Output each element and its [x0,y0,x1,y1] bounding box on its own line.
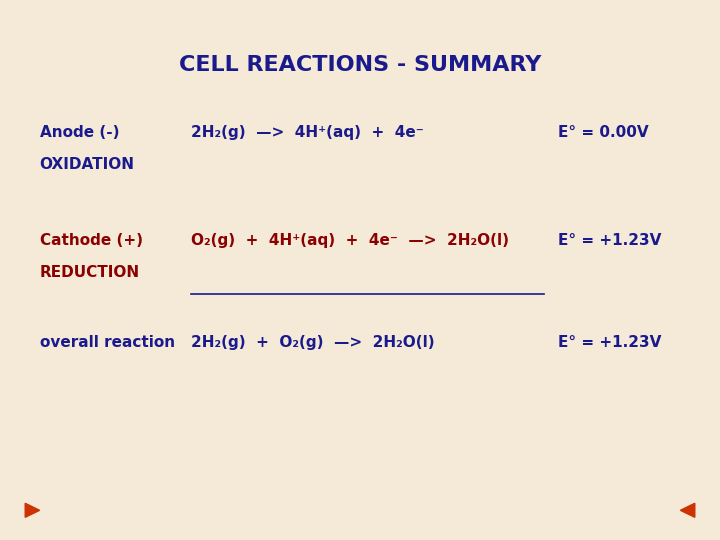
Text: REDUCTION: REDUCTION [40,265,140,280]
Polygon shape [25,503,40,517]
Text: Anode (-): Anode (-) [40,125,119,140]
Text: E° = 0.00V: E° = 0.00V [558,125,649,140]
Text: Cathode (+): Cathode (+) [40,233,143,248]
Text: 2H₂(g)  +  O₂(g)  —>  2H₂O(l): 2H₂(g) + O₂(g) —> 2H₂O(l) [191,335,434,350]
Text: O₂(g)  +  4H⁺(aq)  +  4e⁻  —>  2H₂O(l): O₂(g) + 4H⁺(aq) + 4e⁻ —> 2H₂O(l) [191,233,509,248]
Text: E° = +1.23V: E° = +1.23V [558,233,662,248]
Text: 2H₂(g)  —>  4H⁺(aq)  +  4e⁻: 2H₂(g) —> 4H⁺(aq) + 4e⁻ [191,125,423,140]
Text: E° = +1.23V: E° = +1.23V [558,335,662,350]
Text: overall reaction: overall reaction [40,335,175,350]
Polygon shape [680,503,695,517]
Text: CELL REACTIONS - SUMMARY: CELL REACTIONS - SUMMARY [179,55,541,75]
Text: OXIDATION: OXIDATION [40,157,135,172]
